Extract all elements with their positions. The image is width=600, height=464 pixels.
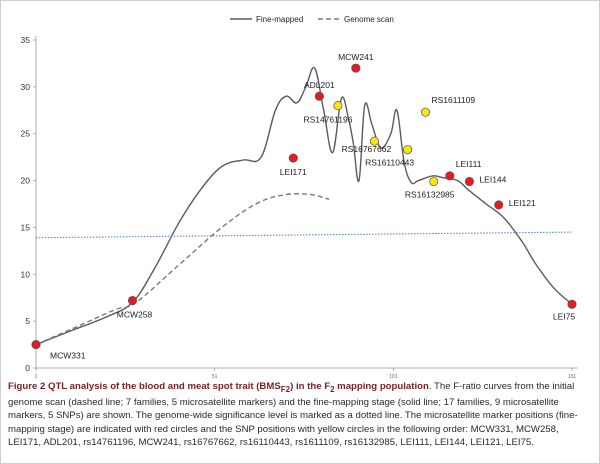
microsatellite-marker bbox=[288, 153, 298, 163]
microsatellite-marker bbox=[127, 295, 138, 306]
marker-label: MCW241 bbox=[338, 52, 374, 62]
legend: Fine-mapped Genome scan bbox=[230, 15, 394, 24]
x-tick-label: 101 bbox=[389, 374, 398, 380]
x-tick-label: 1 bbox=[35, 374, 38, 380]
marker-label: LEI144 bbox=[479, 175, 506, 185]
y-tick-label: 30 bbox=[21, 82, 31, 92]
y-tick-label: 5 bbox=[25, 316, 30, 326]
microsatellite-marker bbox=[314, 91, 324, 101]
series-lines bbox=[35, 66, 573, 346]
marker-label: RS1611109 bbox=[431, 95, 475, 105]
figure-caption: Figure 2 QTL analysis of the blood and m… bbox=[8, 380, 590, 449]
microsatellite-marker bbox=[445, 171, 455, 181]
caption-body: . The F-ratio curves from the initial ge… bbox=[8, 381, 578, 448]
snp-marker bbox=[429, 176, 439, 187]
x-tick-label: 151 bbox=[568, 374, 577, 380]
significance-line bbox=[35, 231, 573, 239]
snp-marker bbox=[403, 145, 413, 155]
snp-marker bbox=[333, 101, 343, 111]
marker-label: RS14761196 bbox=[303, 115, 352, 125]
microsatellite-marker bbox=[567, 299, 577, 309]
caption-title: Figure 2 QTL analysis of the blood and m… bbox=[8, 381, 429, 394]
marker-label: MCW258 bbox=[117, 310, 153, 320]
microsatellite-marker bbox=[31, 340, 41, 350]
microsatellite-marker bbox=[464, 176, 474, 187]
marker-points: MCW331 MCW258 LEI171 ADL201 RS14761196 MCW241… bbox=[31, 52, 577, 361]
marker-label: LEI121 bbox=[509, 198, 536, 208]
y-tick-label: 35 bbox=[21, 35, 31, 45]
y-tick-label: 0 bbox=[25, 363, 30, 373]
x-tick-label: 51 bbox=[212, 374, 218, 380]
marker-label: RS16767662 bbox=[342, 144, 392, 154]
y-tick-label: 10 bbox=[21, 269, 31, 279]
snp-marker bbox=[369, 136, 379, 146]
fine-mapped-line bbox=[35, 66, 573, 346]
legend-genome-scan-label: Genome scan bbox=[344, 15, 394, 24]
microsatellite-marker bbox=[351, 63, 361, 73]
marker-label: LEI111 bbox=[456, 159, 482, 169]
legend-fine-mapped-label: Fine-mapped bbox=[256, 15, 303, 24]
snp-marker bbox=[420, 107, 431, 117]
marker-label: RS16132985 bbox=[405, 190, 455, 200]
marker-label: LEI171 bbox=[280, 167, 307, 177]
marker-label: LEI75 bbox=[553, 311, 575, 321]
marker-label: ADL201 bbox=[304, 80, 335, 90]
microsatellite-marker bbox=[494, 200, 504, 210]
marker-label: MCW331 bbox=[50, 351, 86, 361]
y-tick-label: 15 bbox=[21, 222, 31, 232]
genome-scan-line bbox=[35, 193, 330, 346]
marker-label: RS16110443 bbox=[365, 158, 414, 168]
y-tick-label: 20 bbox=[21, 176, 31, 186]
y-tick-label: 25 bbox=[21, 129, 31, 139]
